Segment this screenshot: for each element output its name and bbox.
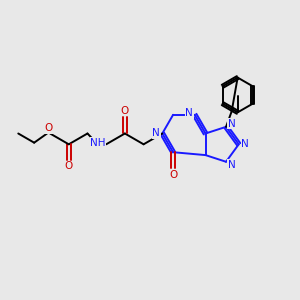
Text: N: N xyxy=(228,119,235,129)
Text: O: O xyxy=(64,161,73,172)
Text: N: N xyxy=(228,160,235,170)
Text: N: N xyxy=(242,139,249,149)
Text: O: O xyxy=(121,106,129,116)
Text: N: N xyxy=(185,108,193,118)
Text: NH: NH xyxy=(90,138,106,148)
Text: N: N xyxy=(152,128,160,139)
Text: O: O xyxy=(169,170,177,180)
Text: O: O xyxy=(44,123,53,133)
